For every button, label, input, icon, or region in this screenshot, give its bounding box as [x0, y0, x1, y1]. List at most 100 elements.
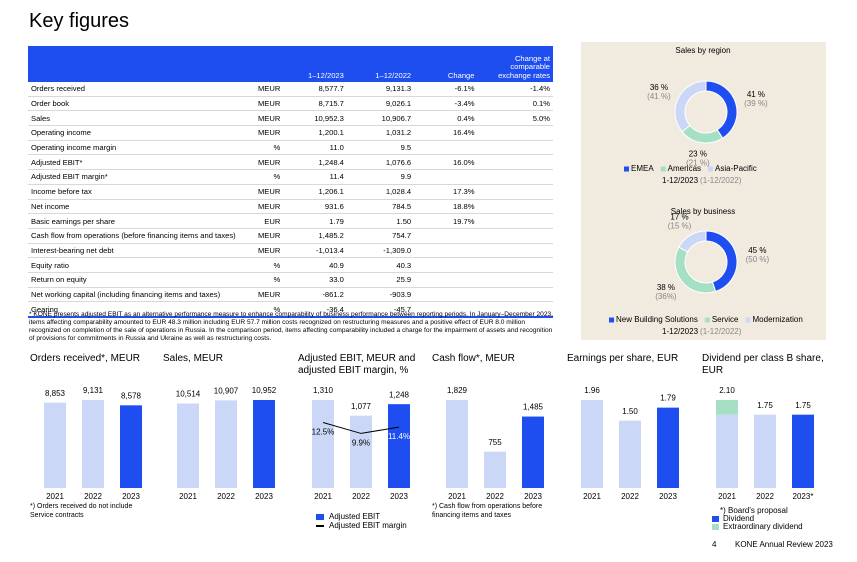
table-cell: -1.4% — [477, 82, 553, 97]
table-cell: -45.7 — [346, 301, 415, 319]
table-cell: 40.3 — [346, 257, 415, 273]
x-tick-label: 2023 — [659, 492, 677, 501]
x-tick-label: 2023* — [793, 492, 814, 501]
period: 1-12/2023 — [662, 176, 699, 185]
value-label: 8,853 — [45, 389, 66, 398]
table-cell: 1,031.2 — [346, 125, 415, 141]
table-cell: 784.5 — [346, 199, 415, 215]
table-cell — [414, 169, 478, 185]
legend-swatch — [624, 166, 629, 172]
legend-swatch — [745, 317, 751, 323]
header-cell: 1–12/2023 — [283, 46, 347, 82]
table-cell: Net income — [28, 199, 239, 215]
bar — [754, 414, 776, 488]
prior-period: (1-12/2022) — [700, 176, 742, 185]
segment-prior-label: (41 %) — [647, 92, 671, 101]
table-cell: MEUR — [238, 184, 284, 200]
table-cell: 9.9 — [346, 169, 415, 185]
bar — [177, 403, 199, 488]
table-cell: -3.4% — [414, 96, 478, 112]
x-tick-label: 2021 — [179, 492, 197, 501]
bar — [484, 451, 506, 488]
table-cell: Cash flow from operations (before financ… — [28, 228, 239, 244]
legend-label: Dividend — [723, 514, 754, 523]
legend-label: Service — [712, 315, 739, 324]
table-cell: EUR — [238, 213, 284, 229]
legend-swatch — [704, 317, 710, 323]
table-cell — [414, 287, 478, 303]
table-cell — [477, 228, 553, 244]
table-cell: 16.4% — [414, 125, 478, 141]
table-cell: 11.4 — [283, 169, 347, 185]
table-cell: 0.4% — [414, 110, 478, 127]
value-label: 1,485 — [523, 403, 544, 412]
header-cell: Change — [414, 46, 478, 82]
table-cell — [477, 213, 553, 229]
table-cell: Order book — [28, 96, 239, 112]
x-tick-label: 2023 — [255, 492, 273, 501]
legend-label: New Building Solutions — [616, 315, 698, 324]
table-cell: Sales — [28, 110, 239, 127]
value-label: 1.50 — [622, 407, 638, 416]
table-cell — [414, 243, 478, 259]
legend-swatch — [316, 514, 324, 520]
table-cell — [414, 140, 478, 156]
table-row: Interest-bearing net debt MEUR -1,013.4 -1,… — [28, 243, 553, 259]
table-row: Operating income margin% 11.0 9.5 — [28, 140, 553, 156]
legend-swatch — [316, 525, 324, 527]
table-cell: Operating income margin — [28, 140, 239, 156]
table-cell: MEUR — [238, 199, 284, 215]
table-cell: -861.2 — [283, 287, 347, 303]
bar — [388, 404, 410, 488]
donut-segment — [678, 230, 707, 253]
header-cell: 1–12/2022 — [346, 46, 415, 82]
x-tick-label: 2022 — [621, 492, 639, 501]
donut-segment — [681, 124, 724, 144]
table-cell: Return on equity — [28, 272, 239, 288]
value-label: 1,310 — [313, 386, 334, 395]
table-cell: -36.4 — [283, 301, 347, 319]
x-tick-label: 2021 — [718, 492, 736, 501]
bar — [716, 414, 738, 488]
table-cell: -1,309.0 — [346, 243, 415, 259]
segment-prior-label: (21 %) — [686, 159, 710, 168]
table-cell — [477, 169, 553, 185]
x-tick-label: 2021 — [583, 492, 601, 501]
table-cell: MEUR — [238, 243, 284, 259]
table-row: Net working capital (including financing… — [28, 287, 553, 303]
table-row: Basic earnings per share EUR 1.79 1.50 19.7% — [28, 213, 553, 229]
x-tick-label: 2023 — [390, 492, 408, 501]
table-cell: -6.1% — [414, 82, 478, 97]
legend-swatch — [712, 516, 719, 522]
bar — [82, 400, 104, 488]
footnote: * KONE presents adjusted EBIT as an alte… — [29, 311, 554, 342]
table-cell: -1,013.4 — [283, 243, 347, 259]
bar — [215, 400, 237, 488]
table-cell — [414, 257, 478, 273]
table-cell: 33.0 — [283, 272, 347, 288]
bar — [792, 414, 814, 488]
x-tick-label: 2022 — [352, 492, 370, 501]
table-cell: 19.7% — [414, 213, 478, 229]
bar — [44, 402, 66, 488]
value-label: 10,514 — [176, 390, 201, 399]
table-cell: 1,485.2 — [283, 228, 347, 244]
total-label: 2.10 — [719, 386, 735, 395]
table-cell: 931.6 — [283, 199, 347, 215]
value-label: 1,248 — [389, 390, 410, 399]
legend-label: Asia-Pacific — [715, 164, 757, 173]
table-cell: Operating income — [28, 125, 239, 141]
segment-label: 45 % — [748, 246, 766, 255]
table-cell — [477, 243, 553, 259]
donut-segment — [674, 80, 707, 133]
segment-label: 36 % — [650, 83, 668, 92]
table-cell: MEUR — [238, 228, 284, 244]
table-cell: % — [238, 257, 284, 273]
footer-page: 4 — [712, 540, 717, 549]
table-cell: 16.0% — [414, 154, 478, 171]
chart-title: Adjusted EBIT, MEUR and adjusted EBIT ma… — [298, 353, 416, 376]
table-cell: % — [238, 140, 284, 156]
bar — [446, 400, 468, 488]
